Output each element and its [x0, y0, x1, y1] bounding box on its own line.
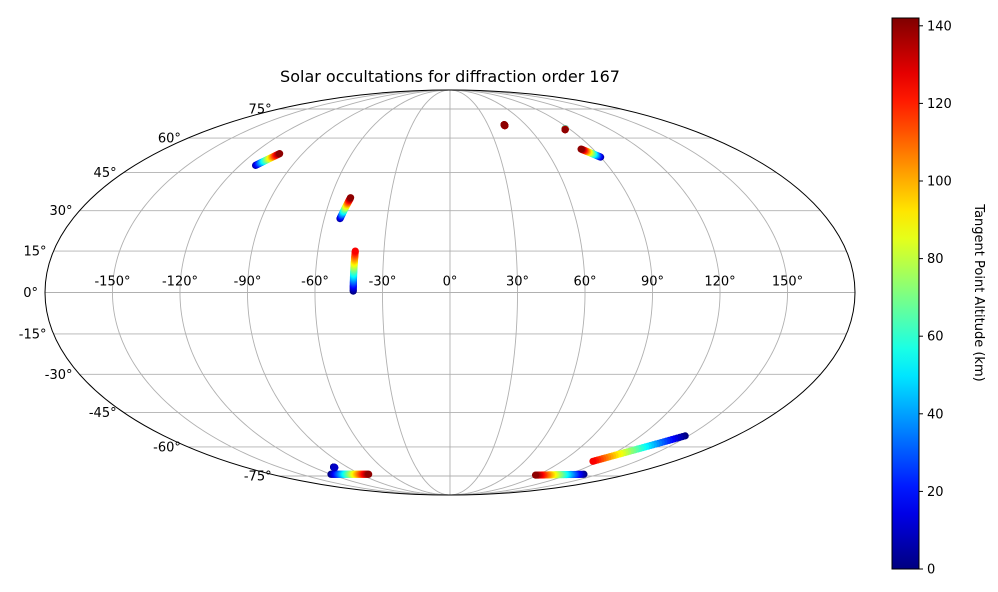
latitude-tick-label: -15° [19, 328, 47, 343]
longitude-tick-label: 30° [506, 275, 529, 290]
latitude-tick-label: 75° [249, 103, 272, 118]
latitude-tick-labels: 75° 60° 45° 30° 15° 0° -15° -30° -45° -60° -75° [19, 103, 272, 485]
occultation-point [531, 471, 540, 479]
latitude-tick-label: -45° [89, 406, 117, 421]
longitude-tick-label: -90° [234, 275, 262, 290]
graticule [44, 89, 856, 496]
longitude-tick-label: 120° [704, 275, 735, 290]
longitude-tick-label: -150° [94, 275, 130, 290]
longitude-tick-label: 150° [772, 275, 803, 290]
latitude-tick-label: 0° [23, 286, 38, 301]
colorbar-tick-label: 80 [927, 252, 944, 267]
colorbar-ticks: 0 20 40 60 80 100 120 140 [919, 19, 952, 578]
colorbar-tick-label: 20 [927, 485, 944, 500]
longitude-tick-label: -30° [369, 275, 397, 290]
map-boundary [44, 89, 856, 496]
latitude-tick-label: 30° [49, 204, 72, 219]
occultation-point [500, 121, 508, 129]
colorbar-tick-label: 60 [927, 330, 944, 345]
colorbar-tick-label: 140 [927, 19, 952, 34]
latitude-tick-label: 45° [94, 166, 117, 181]
colorbar-tick-label: 100 [927, 175, 952, 190]
latitude-tick-label: 15° [23, 245, 46, 260]
occultation-point [331, 464, 339, 472]
data-points [251, 121, 689, 479]
longitude-tick-label: -60° [301, 275, 329, 290]
occultation-point [276, 150, 284, 158]
occultation-point [346, 194, 355, 202]
latitude-tick-label: 60° [158, 132, 181, 147]
colorbar-tick-label: 40 [927, 407, 944, 422]
map-plot-area: -150° -120° -90° -60° -30° 0° 30° 60° 90° 120° 150… [19, 89, 856, 496]
latitude-tick-label: -30° [45, 368, 73, 383]
colorbar-tick-label: 0 [927, 563, 935, 578]
occultation-point [351, 247, 359, 255]
occultation-point [589, 457, 597, 465]
longitude-tick-label: 0° [443, 275, 458, 290]
chart-title: Solar occultations for diffraction order… [280, 67, 620, 86]
longitude-tick-label: -120° [162, 275, 198, 290]
longitude-tick-label: 90° [641, 275, 664, 290]
occultation-point [577, 145, 585, 153]
occultation-point [561, 126, 569, 134]
colorbar-tick-label: 120 [927, 97, 952, 112]
colorbar: 0 20 40 60 80 100 120 140 Tangent Point Altitud… [891, 17, 986, 578]
occultation-point [365, 470, 373, 478]
longitude-tick-label: 60° [573, 275, 596, 290]
latitude-tick-label: -60° [153, 440, 181, 455]
latitude-tick-label: -75° [244, 470, 272, 485]
longitude-tick-labels: -150° -120° -90° -60° -30° 0° 30° 60° 90° 120° 150… [94, 275, 803, 290]
colorbar-gradient [891, 17, 920, 570]
colorbar-label: Tangent Point Altitude (km) [971, 203, 986, 381]
